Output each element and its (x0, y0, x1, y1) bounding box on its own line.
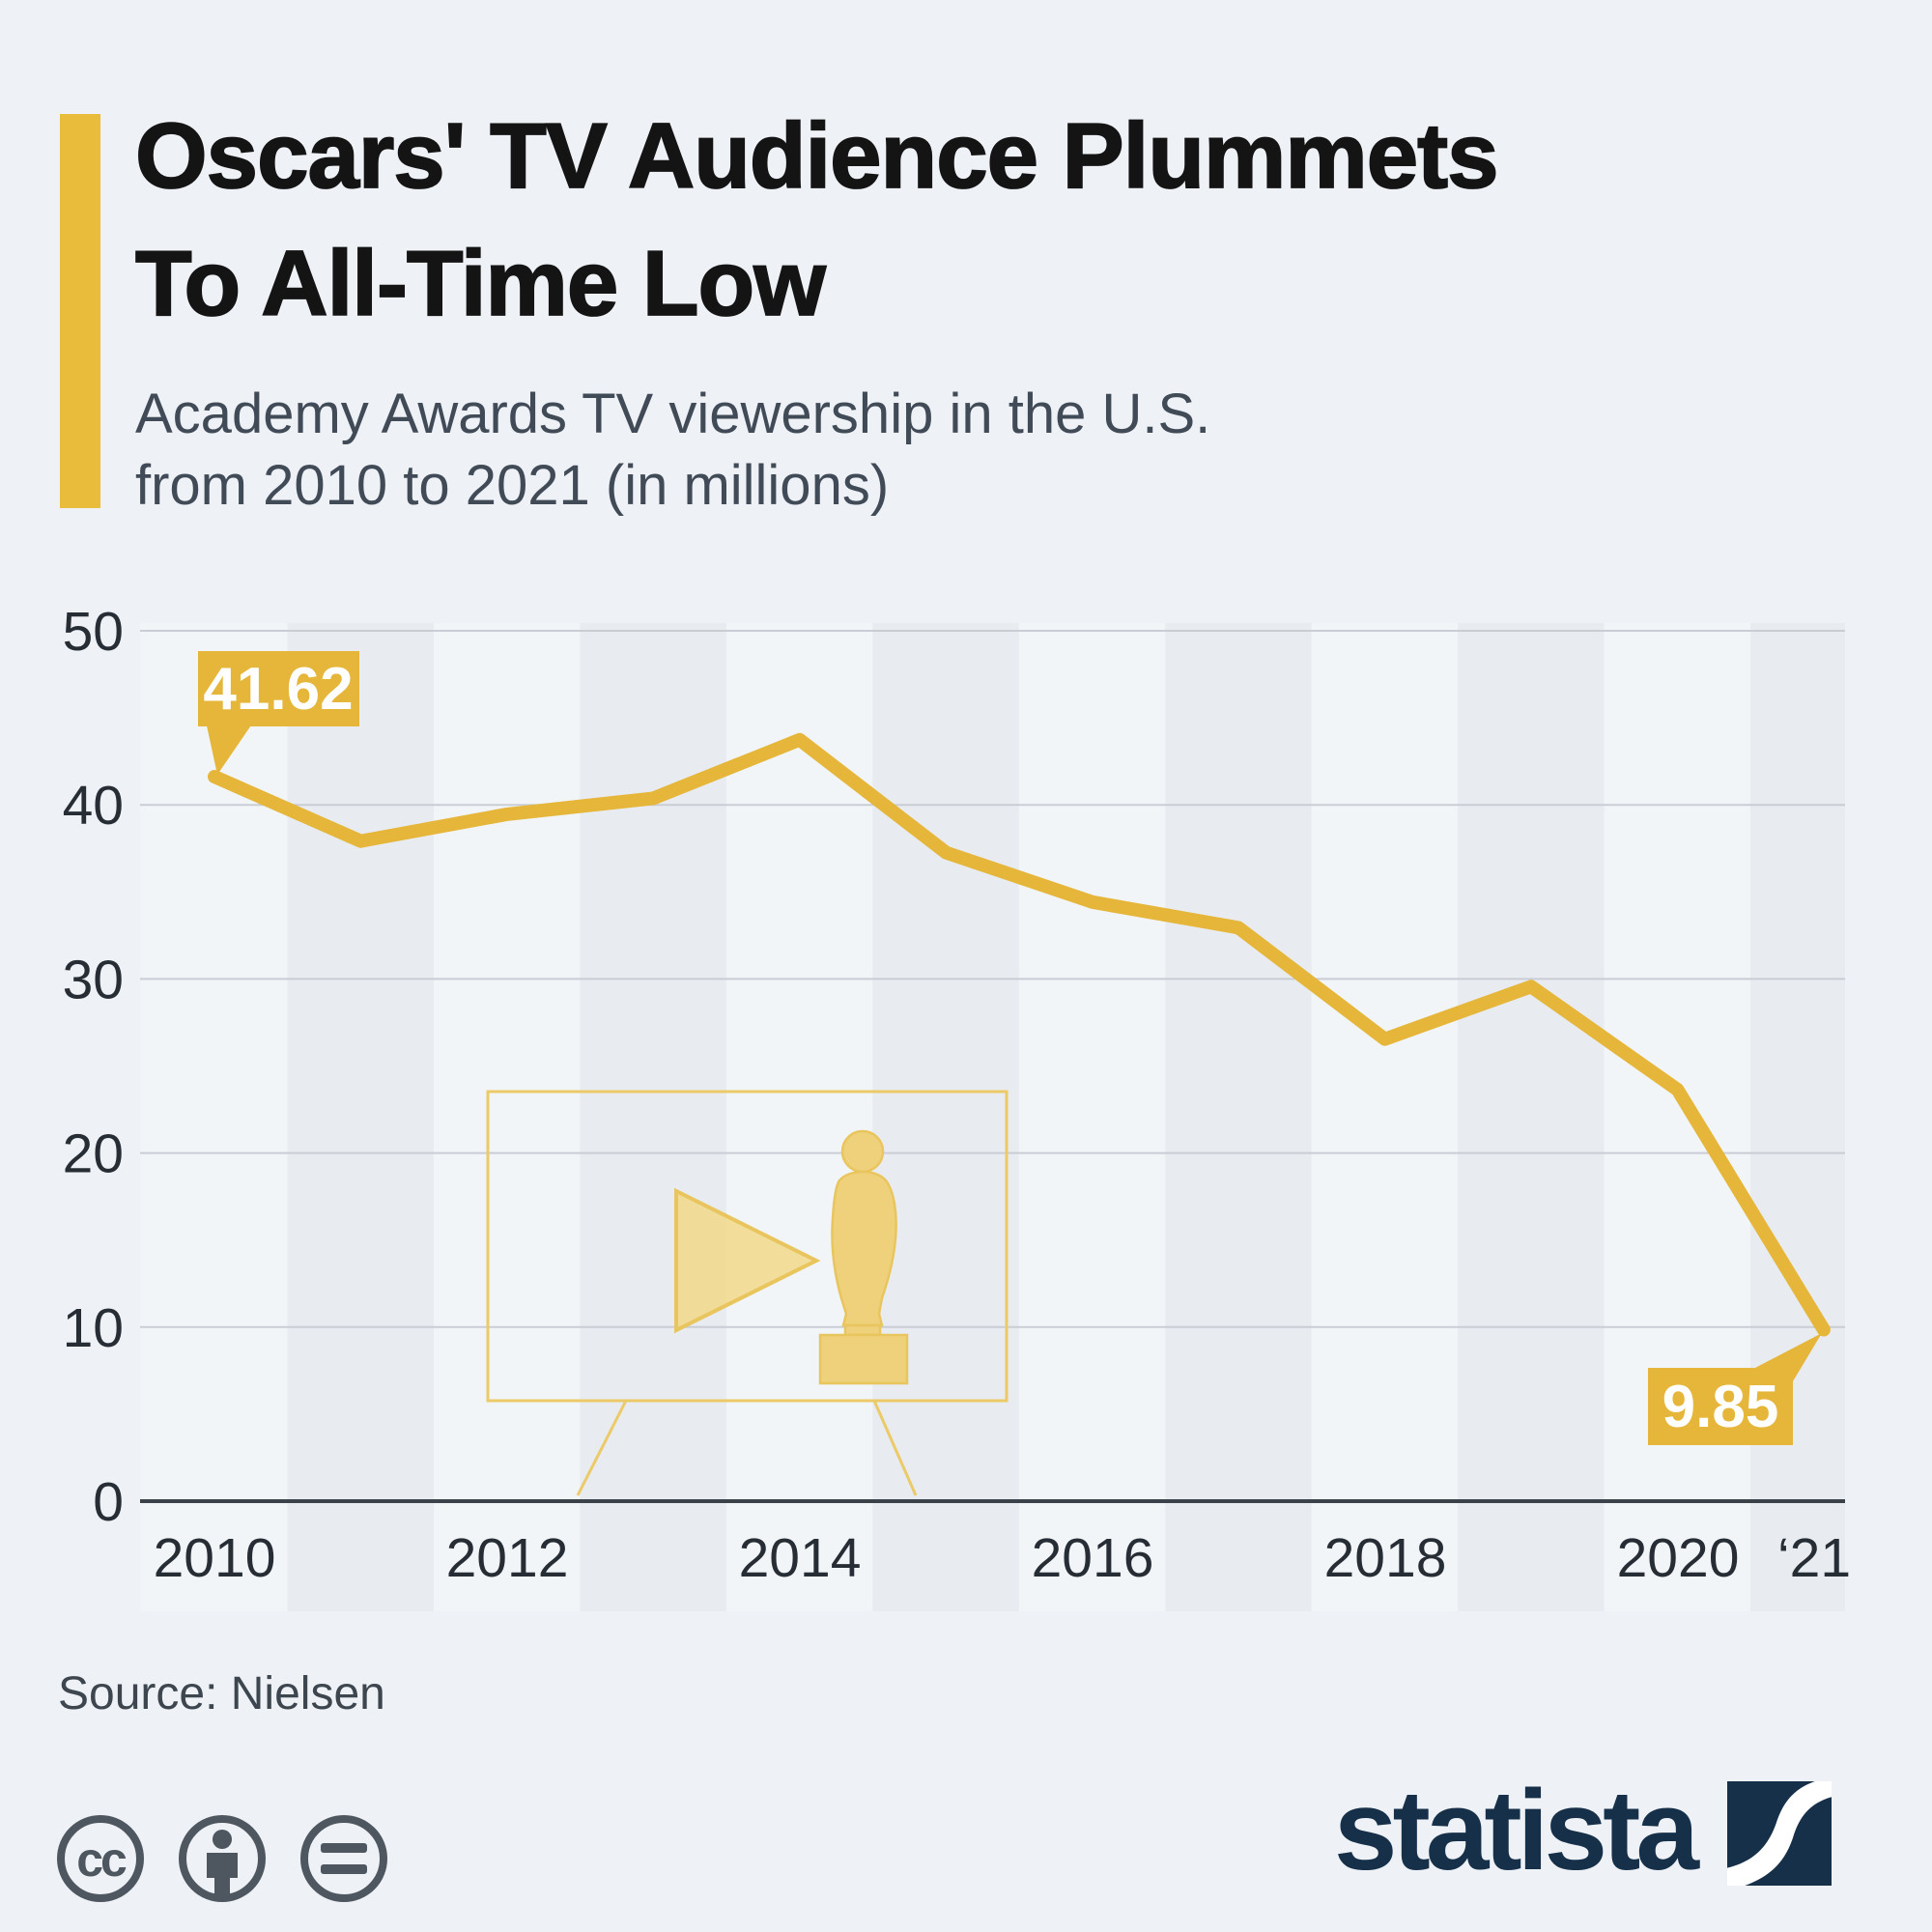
x-tick: 2010 (154, 1527, 276, 1589)
x-tick: 2016 (1032, 1527, 1154, 1589)
y-tick: 30 (63, 949, 124, 1010)
play-icon (674, 1187, 821, 1334)
year-stripe (1750, 623, 1845, 1611)
tv-screen-icon (486, 1090, 1009, 1403)
callout-2021-value: 9.85 (1662, 1374, 1779, 1440)
x-tick: 2014 (739, 1527, 862, 1589)
title-line-1: Oscars' TV Audience Plummets (134, 103, 1499, 209)
statista-wordmark: statista (1333, 1767, 1699, 1894)
year-stripe (1458, 623, 1605, 1611)
y-tick: 40 (63, 775, 124, 837)
x-axis-labels: 2010 2012 2014 2016 2018 2020 ‘21 (154, 1527, 1851, 1589)
y-tick: 10 (63, 1297, 124, 1359)
y-tick: 50 (63, 601, 124, 663)
plot-background (140, 623, 1845, 1611)
chart-subtitle: Academy Awards TV viewership in the U.S.… (135, 379, 1584, 522)
oscar-statuette-icon (818, 1129, 909, 1385)
statista-logo[interactable]: statista (1314, 1774, 1884, 1893)
y-axis-labels: 50 40 30 20 10 0 (63, 601, 124, 1533)
cc-icon[interactable] (57, 1815, 144, 1902)
equals-glyph (321, 1843, 367, 1874)
subtitle-line-1: Academy Awards TV viewership in the U.S. (135, 383, 1211, 445)
gridlines (140, 630, 1845, 1328)
x-tick: 2018 (1324, 1527, 1447, 1589)
cc-letters: cc (76, 1833, 127, 1887)
tv-oscar-watermark (486, 1090, 1009, 1496)
y-tick: 20 (63, 1123, 124, 1185)
year-stripe (872, 623, 1019, 1611)
year-stripe (287, 623, 434, 1611)
x-tick: 2012 (446, 1527, 569, 1589)
page-title: Oscars' TV Audience Plummets To All-Time… (134, 93, 1777, 348)
tv-leg-left (576, 1400, 628, 1496)
accent-bar (60, 114, 100, 508)
tv-leg-right (872, 1400, 918, 1496)
x-tick: ‘21 (1777, 1527, 1851, 1589)
callout-2010: 41.62 (198, 651, 359, 775)
callout-2010-value: 41.62 (203, 656, 353, 723)
title-line-2: To All-Time Low (134, 231, 827, 336)
year-stripe (580, 623, 726, 1611)
source-note: Source: Nielsen (58, 1668, 385, 1719)
statista-logo-mark (1727, 1781, 1832, 1886)
viewership-line (208, 732, 1831, 1337)
y-tick: 0 (93, 1471, 124, 1533)
person-glyph (207, 1830, 238, 1899)
year-stripe (1165, 623, 1312, 1611)
x-tick: 2020 (1617, 1527, 1740, 1589)
equal-no-derivatives-icon[interactable] (300, 1815, 387, 1902)
license-icons: cc (57, 1815, 387, 1902)
subtitle-line-2: from 2010 to 2021 (in millions) (135, 454, 890, 517)
callout-2021: 9.85 (1648, 1333, 1822, 1445)
